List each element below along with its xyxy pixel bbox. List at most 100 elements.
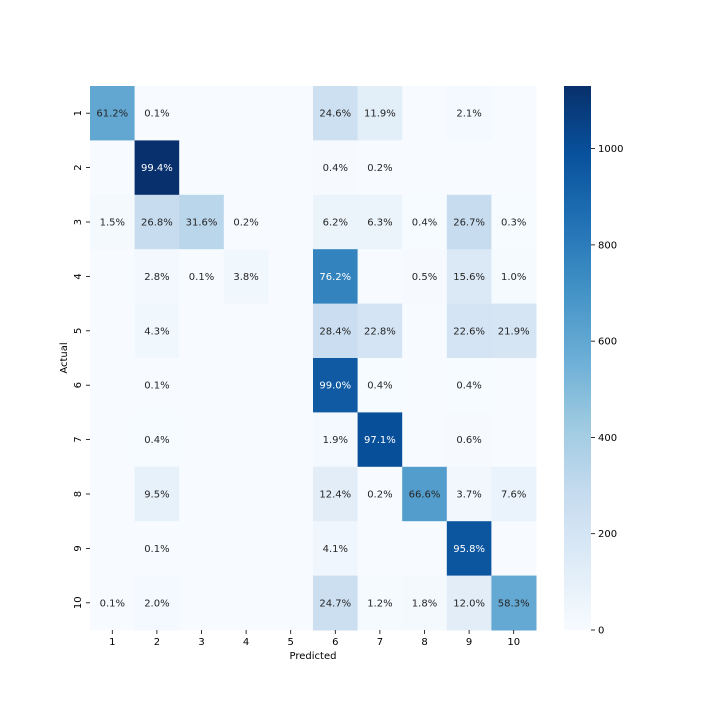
heatmap-cell [446, 358, 492, 413]
y-tick-label: 10 [73, 596, 84, 609]
cell-annotation: 12.4% [319, 490, 351, 501]
heatmap-cell [491, 466, 537, 522]
cell-annotation: 0.6% [456, 435, 481, 446]
cell-annotation: 1.0% [501, 272, 526, 283]
cell-annotation: 1.8% [412, 598, 437, 609]
heatmap-cell [268, 194, 314, 250]
cell-annotation: 0.1% [144, 381, 169, 392]
heatmap-cell [313, 303, 359, 359]
y-tick-label: 8 [73, 491, 84, 497]
cell-annotation: 2.8% [144, 272, 169, 283]
heatmap-cell [268, 575, 314, 631]
heatmap-cell [90, 358, 136, 413]
heatmap-cell [134, 86, 180, 141]
cell-annotation: 0.2% [233, 218, 258, 229]
heatmap-cell [179, 303, 225, 359]
heatmap-cell [446, 86, 492, 141]
heatmap-cell [446, 412, 492, 468]
heatmap-cell [313, 140, 359, 196]
heatmap-cell [357, 86, 403, 141]
y-tick-label: 7 [73, 436, 84, 442]
heatmap-cell [179, 412, 225, 468]
heatmap-cell [268, 358, 314, 413]
cell-annotation: 97.1% [364, 435, 396, 446]
colorbar-tick-label: 0 [598, 626, 604, 637]
cell-annotation: 3.8% [233, 272, 258, 283]
heatmap-cell [134, 303, 180, 359]
y-tick-label: 6 [73, 382, 84, 388]
heatmap-cells [90, 86, 537, 631]
heatmap-cell [223, 303, 269, 359]
colorbar-tick-label: 600 [598, 337, 617, 348]
cell-annotation: 24.6% [319, 109, 351, 120]
heatmap-cell [357, 194, 403, 250]
y-tick-label: 1 [73, 110, 84, 116]
heatmap-cell [357, 140, 403, 196]
heatmap-cell [402, 249, 448, 305]
heatmap-cell [357, 358, 403, 413]
heatmap-cell [491, 412, 537, 468]
cell-annotation: 6.3% [367, 218, 392, 229]
heatmap-cell [446, 303, 492, 359]
heatmap-cell [223, 194, 269, 250]
heatmap-cell [90, 412, 136, 468]
cell-annotation: 0.4% [456, 381, 481, 392]
heatmap-cell [446, 249, 492, 305]
heatmap-cell [90, 249, 136, 305]
heatmap-cell [268, 140, 314, 196]
cell-annotation: 1.2% [367, 598, 392, 609]
heatmap-cell [179, 358, 225, 413]
heatmap-cell [90, 140, 136, 196]
cell-annotation: 61.2% [96, 109, 128, 120]
cell-annotation: 26.7% [453, 218, 485, 229]
heatmap-cell [313, 466, 359, 522]
heatmap-cell [446, 194, 492, 250]
cell-annotation: 15.6% [453, 272, 485, 283]
cell-annotation: 9.5% [144, 490, 169, 501]
cell-annotation: 76.2% [319, 272, 351, 283]
heatmap-cell [402, 303, 448, 359]
heatmap-cell [402, 358, 448, 413]
heatmap-cell [357, 412, 403, 468]
heatmap-cell [402, 575, 448, 631]
y-tick-label: 4 [73, 273, 84, 279]
x-tick-label: 7 [377, 637, 383, 648]
x-tick-label: 9 [466, 637, 472, 648]
heatmap-cell [90, 575, 136, 631]
heatmap-cell [268, 303, 314, 359]
cell-annotation: 0.4% [323, 163, 348, 174]
heatmap-cell [357, 466, 403, 522]
heatmap-cell [491, 140, 537, 196]
heatmap-cell [223, 575, 269, 631]
heatmap-cell [134, 466, 180, 522]
heatmap-cell [446, 521, 492, 577]
heatmap-cell [90, 521, 136, 577]
heatmap-cell [90, 466, 136, 522]
heatmap-cell [313, 412, 359, 468]
cell-annotation: 58.3% [498, 598, 530, 609]
colorbar-tick-label: 1000 [598, 144, 623, 155]
cell-annotation: 66.6% [409, 490, 441, 501]
x-tick-label: 1 [109, 637, 115, 648]
x-tick-label: 6 [332, 637, 338, 648]
cell-annotation: 31.6% [186, 218, 218, 229]
cell-annotation: 0.3% [501, 218, 526, 229]
heatmap-cell [90, 303, 136, 359]
heatmap-cell [223, 358, 269, 413]
heatmap-cell [491, 521, 537, 577]
colorbar-tick-label: 200 [598, 529, 617, 540]
heatmap-cell [491, 303, 537, 359]
y-tick-label: 9 [73, 545, 84, 551]
cell-annotation: 28.4% [319, 326, 351, 337]
heatmap-cell [223, 140, 269, 196]
cell-annotation: 1.5% [100, 218, 125, 229]
y-axis-label: Actual [59, 342, 70, 373]
heatmap-cell [491, 249, 537, 305]
heatmap-cell [134, 140, 180, 196]
cell-annotation: 99.0% [319, 381, 351, 392]
cell-annotation: 7.6% [501, 490, 526, 501]
y-tick-label: 5 [73, 328, 84, 334]
cell-annotation: 24.7% [319, 598, 351, 609]
heatmap-cell [134, 575, 180, 631]
cell-annotation: 22.6% [453, 326, 485, 337]
